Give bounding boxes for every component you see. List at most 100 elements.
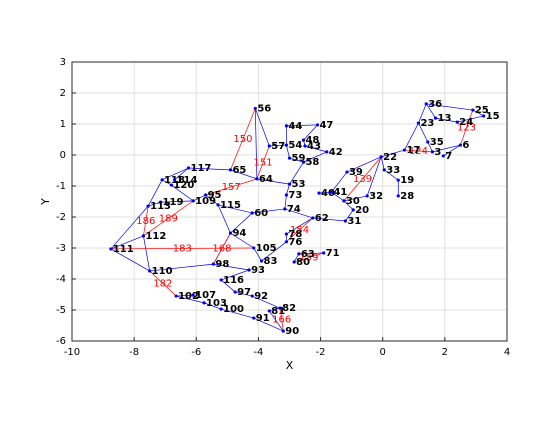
node — [284, 124, 288, 128]
node — [250, 211, 254, 215]
edge — [284, 208, 313, 219]
node-label: 105 — [256, 243, 277, 254]
labeled-edge — [230, 108, 256, 171]
node-label: 28 — [400, 191, 414, 202]
edge — [252, 295, 281, 309]
node-label: 54 — [288, 140, 302, 151]
node-label: 73 — [288, 190, 302, 201]
node — [267, 309, 271, 313]
edge — [213, 263, 250, 271]
node — [482, 114, 486, 118]
edge — [346, 156, 382, 173]
labeled-edge — [256, 145, 270, 179]
node-label: 81 — [271, 306, 285, 317]
node-label: 112 — [145, 231, 166, 242]
edge — [220, 279, 236, 293]
edge — [303, 151, 327, 163]
edge — [331, 171, 348, 193]
edge-label: 159 — [299, 252, 318, 263]
node-label: 31 — [347, 216, 361, 227]
y-tick-label: -4 — [56, 274, 66, 285]
y-tick-label: -2 — [56, 212, 66, 223]
edge — [472, 109, 484, 117]
node-label: 65 — [232, 165, 246, 176]
edge — [235, 291, 253, 297]
node — [247, 268, 251, 272]
node — [402, 148, 407, 152]
node-label: 15 — [486, 111, 500, 122]
node — [471, 108, 475, 112]
edge — [269, 307, 281, 312]
node-label: 94 — [232, 228, 246, 239]
node — [430, 150, 435, 154]
node-label: 22 — [383, 152, 397, 163]
edge-label: 139 — [353, 174, 372, 185]
edge — [253, 317, 284, 332]
edge-label: 150 — [233, 134, 252, 145]
node-label: 64 — [259, 174, 273, 185]
edge-label: 123 — [457, 123, 476, 134]
y-tick-label: -1 — [56, 181, 66, 192]
node-label: 111 — [113, 244, 134, 255]
node — [278, 306, 282, 310]
node-label: 63 — [301, 249, 315, 260]
y-tick-label: -6 — [56, 336, 66, 347]
node — [396, 194, 400, 198]
node-label: 109 — [195, 196, 216, 207]
node-label: 33 — [386, 165, 400, 176]
node-label: 17 — [406, 145, 420, 156]
x-axis-label: X — [286, 359, 294, 372]
edge-label: 154 — [290, 225, 309, 236]
y-tick-label: 2 — [60, 88, 66, 99]
edge — [289, 161, 304, 185]
edge — [110, 235, 144, 250]
edge — [221, 308, 254, 319]
edge-label: 186 — [136, 216, 155, 227]
edge — [443, 144, 461, 157]
node-label: 36 — [428, 99, 442, 110]
node — [253, 106, 257, 111]
node-label: 35 — [430, 137, 444, 148]
node-label: 39 — [349, 167, 363, 178]
node — [343, 219, 348, 223]
edge — [303, 124, 318, 141]
node — [283, 207, 287, 211]
node-label: 19 — [400, 175, 414, 186]
edge — [253, 247, 262, 262]
node-label: 110 — [152, 266, 173, 277]
node-label: 43 — [307, 141, 321, 152]
edge — [252, 208, 285, 214]
node — [287, 156, 292, 160]
node-label: 92 — [254, 291, 268, 302]
node — [292, 260, 296, 264]
edge — [161, 167, 189, 181]
x-tick-label: -8 — [129, 347, 139, 358]
node-label: 60 — [254, 208, 268, 219]
edge — [110, 248, 150, 272]
node — [204, 193, 208, 197]
node — [433, 116, 438, 120]
node — [325, 150, 329, 154]
edge — [261, 241, 287, 262]
labeled-edge — [294, 252, 324, 263]
labeled-edge — [343, 156, 382, 202]
node — [186, 166, 191, 170]
edge — [427, 141, 433, 153]
node-label: 102 — [178, 291, 199, 302]
edge — [147, 179, 163, 207]
edge — [286, 184, 290, 196]
edge — [110, 205, 149, 250]
x-tick-label: -4 — [253, 347, 263, 358]
edge — [418, 122, 429, 143]
node-label: 23 — [420, 118, 434, 129]
node — [228, 168, 233, 172]
labeled-edge — [110, 247, 254, 250]
edge — [161, 179, 172, 186]
node-label: 41 — [333, 187, 347, 198]
edge — [230, 232, 254, 249]
node-label: 74 — [287, 204, 301, 215]
node — [284, 143, 288, 147]
node-label: 71 — [326, 248, 340, 259]
node — [297, 252, 301, 256]
